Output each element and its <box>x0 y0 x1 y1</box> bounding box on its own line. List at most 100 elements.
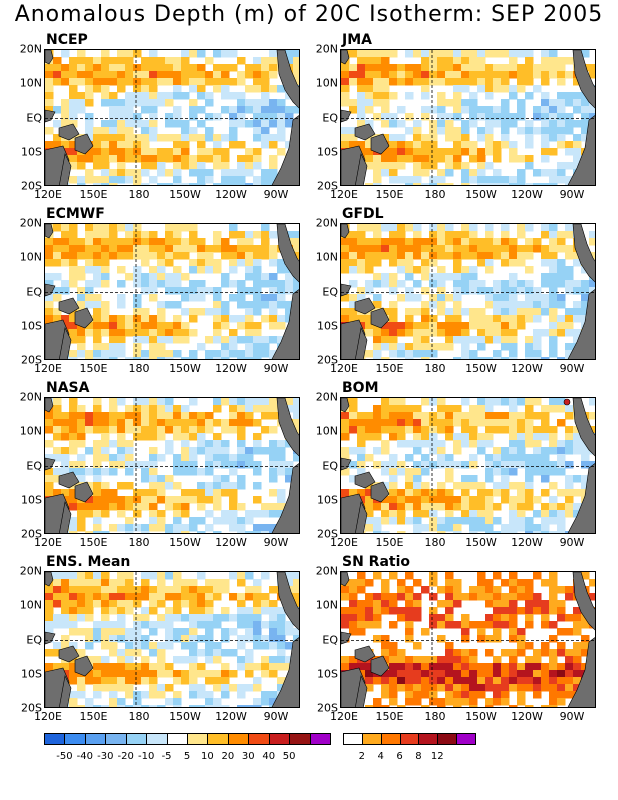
land-mass <box>58 471 80 489</box>
anomaly-cell <box>293 71 299 79</box>
anomaly-cell <box>237 336 246 344</box>
map-panel: NASA 20N 10N EQ 10S 20S 120E 150E 180 150W 120W 90W <box>6 380 300 590</box>
anomaly-cell <box>421 412 430 420</box>
anomaly-cell <box>269 99 278 107</box>
anomaly-cell <box>501 259 510 267</box>
anomaly-cell <box>109 238 118 246</box>
anomaly-cell <box>221 635 230 643</box>
anomaly-cell <box>149 64 158 72</box>
sn-cell <box>437 684 446 692</box>
anomaly-cell <box>445 224 454 232</box>
anomaly-cell <box>85 447 94 455</box>
anomaly-cell <box>85 698 94 706</box>
anomaly-cell <box>365 162 374 170</box>
sn-cell <box>493 572 502 580</box>
sn-cell <box>365 677 374 685</box>
anomaly-cell <box>141 120 150 128</box>
anomaly-cell <box>493 531 502 533</box>
anomaly-cell <box>157 252 166 260</box>
anomaly-cell <box>277 315 286 323</box>
anomaly-cell <box>277 287 286 295</box>
anomaly-cell <box>365 315 374 323</box>
anomaly-cell <box>157 57 166 65</box>
anomaly-cell <box>77 593 86 601</box>
anomaly-cell <box>453 162 462 170</box>
anomaly-cell <box>493 454 502 462</box>
anomaly-cell <box>557 92 566 100</box>
anomaly-cell <box>189 468 198 476</box>
anomaly-cell <box>405 127 414 135</box>
anomaly-cell <box>125 148 134 156</box>
anomaly-cell <box>133 670 142 678</box>
anomaly-cell <box>501 231 510 239</box>
anomaly-cell <box>85 245 94 253</box>
anomaly-cell <box>141 329 150 337</box>
anomaly-cell <box>261 252 270 260</box>
sn-cell <box>493 670 502 678</box>
anomaly-cell <box>173 628 182 636</box>
anomaly-cell <box>69 78 78 86</box>
anomaly-cell <box>557 57 566 65</box>
anomaly-cell <box>365 329 374 337</box>
anomaly-cell <box>277 148 286 156</box>
sn-cell <box>581 635 590 643</box>
lon-tick-label: 120W <box>215 536 247 549</box>
anomaly-cell <box>149 468 158 476</box>
sn-cell <box>485 663 494 671</box>
anomaly-cell <box>53 259 62 267</box>
anomaly-cell <box>77 155 86 163</box>
lon-tick-label: 120E <box>34 536 62 549</box>
anomaly-cell <box>197 176 206 184</box>
anomaly-cell <box>421 350 430 358</box>
anomaly-cell <box>453 503 462 511</box>
sn-cell <box>509 621 518 629</box>
anomaly-cell <box>285 50 294 58</box>
anomaly-cell <box>101 454 110 462</box>
anomaly-cell <box>229 245 238 253</box>
anomaly-cell <box>141 336 150 344</box>
anomaly-cell <box>373 113 382 121</box>
anomaly-cell <box>181 510 190 518</box>
anomaly-cell <box>237 579 246 587</box>
anomaly-cell <box>93 357 102 359</box>
anomaly-cell <box>549 398 558 406</box>
anomaly-cell <box>413 120 422 128</box>
anomaly-cell <box>77 419 86 427</box>
sn-cell <box>485 579 494 587</box>
anomaly-cell <box>173 510 182 518</box>
anomaly-cell <box>389 113 398 121</box>
anomaly-cell <box>485 336 494 344</box>
anomaly-cell <box>349 134 358 142</box>
sn-cell <box>381 684 390 692</box>
legend-label: 20 <box>221 751 235 762</box>
anomaly-cell <box>69 503 78 511</box>
anomaly-cell <box>77 329 86 337</box>
anomaly-cell <box>205 482 214 490</box>
sn-cell <box>389 649 398 657</box>
anomaly-cell <box>253 405 262 413</box>
anomaly-cell <box>261 412 270 420</box>
anomaly-cell <box>525 64 534 72</box>
anomaly-cell <box>125 252 134 260</box>
anomaly-cell <box>501 496 510 504</box>
anomaly-cell <box>453 482 462 490</box>
anomaly-cell <box>477 259 486 267</box>
anomaly-cell <box>181 600 190 608</box>
sn-cell <box>373 600 382 608</box>
anomaly-cell <box>261 621 270 629</box>
anomaly-cell <box>165 238 174 246</box>
anomaly-cell <box>349 141 358 149</box>
anomaly-cell <box>229 315 238 323</box>
anomaly-cell <box>485 148 494 156</box>
land-mass <box>271 115 299 185</box>
anomaly-cell <box>213 698 222 706</box>
anomaly-cell <box>277 259 286 267</box>
anomaly-cell <box>213 183 222 185</box>
anomaly-cell <box>221 176 230 184</box>
anomaly-cell <box>509 85 518 93</box>
sn-cell <box>557 600 566 608</box>
anomaly-cell <box>277 440 286 448</box>
anomaly-cell <box>229 259 238 267</box>
sn-cell <box>453 621 462 629</box>
anomaly-cell <box>253 628 262 636</box>
